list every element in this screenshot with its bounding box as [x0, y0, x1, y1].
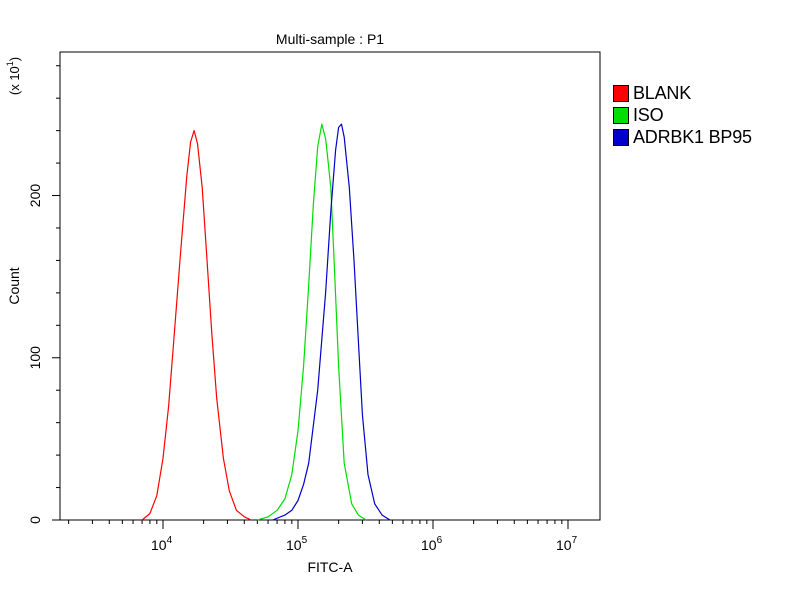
series-layer: [141, 123, 391, 521]
x-tick-base: 10: [421, 537, 437, 553]
x-axis: 104 105 106 107: [68, 520, 578, 553]
x-tick-label: 107: [556, 535, 578, 553]
y-axis-label: Count: [6, 267, 22, 304]
series-line-0: [141, 130, 252, 521]
series-line-2: [272, 123, 391, 521]
x-tick-label: 105: [286, 535, 308, 553]
legend-label-blank: BLANK: [633, 82, 692, 103]
y-axis: 0 100 200: [27, 65, 60, 524]
y-axis-multiplier: (x 101): [5, 57, 22, 95]
x-tick-label: 104: [151, 535, 173, 553]
series-line-1: [257, 123, 367, 521]
x-tick-exp: 4: [167, 535, 173, 546]
plot-frame: [59, 51, 601, 521]
x-tick-exp: 6: [437, 535, 443, 546]
y-tick-label: 200: [27, 184, 43, 208]
legend-label-adrbk1: ADRBK1 BP95: [633, 126, 752, 147]
legend-swatch-iso: [613, 106, 629, 124]
legend-item-blank: BLANK: [613, 82, 752, 104]
legend-swatch-adrbk1: [613, 128, 629, 146]
legend-swatch-blank: [613, 84, 629, 102]
y-multiplier-exp: 1: [5, 61, 15, 66]
y-tick-label: 100: [27, 346, 43, 370]
x-tick-base: 10: [556, 537, 572, 553]
legend-item-adrbk1: ADRBK1 BP95: [613, 126, 752, 148]
chart-title: Multi-sample : P1: [276, 31, 384, 47]
legend: BLANK ISO ADRBK1 BP95: [613, 82, 752, 148]
y-multiplier-text: (x 10: [7, 66, 22, 95]
x-tick-base: 10: [286, 537, 302, 553]
legend-label-iso: ISO: [633, 104, 664, 125]
legend-item-iso: ISO: [613, 104, 752, 126]
x-axis-label: FITC-A: [307, 559, 353, 575]
y-multiplier-close: ): [7, 57, 22, 61]
y-tick-label: 0: [27, 516, 43, 524]
x-tick-exp: 5: [302, 535, 308, 546]
x-tick-label: 106: [421, 535, 443, 553]
x-tick-base: 10: [151, 537, 167, 553]
x-tick-exp: 7: [572, 535, 578, 546]
